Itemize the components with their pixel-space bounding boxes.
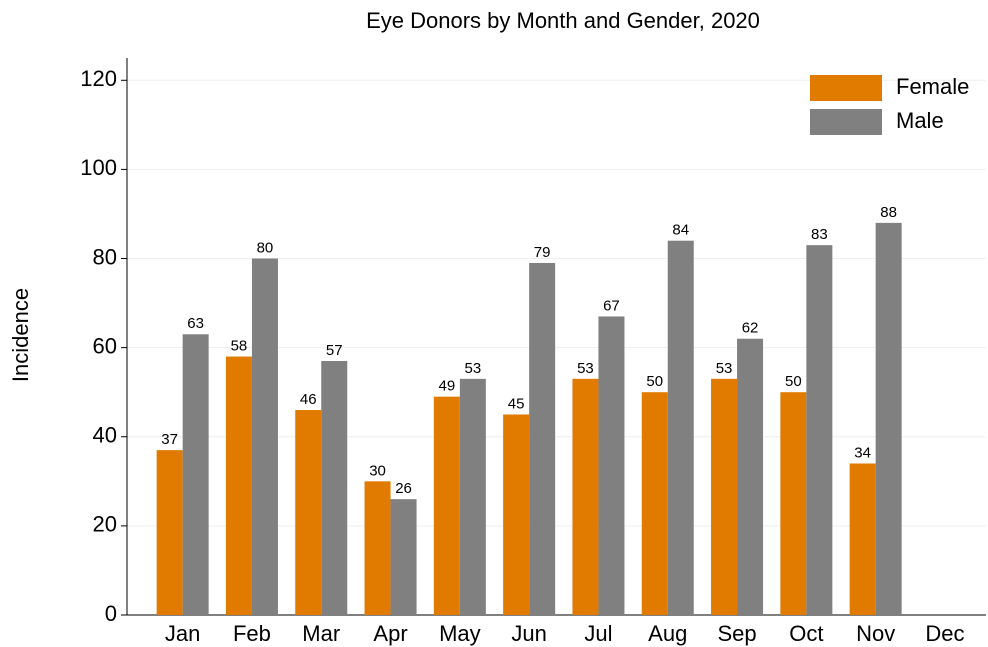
bar xyxy=(572,378,599,615)
bar xyxy=(390,499,417,615)
legend-label: Male xyxy=(896,108,944,133)
bar xyxy=(667,240,694,616)
y-tick-label: 120 xyxy=(80,66,117,91)
bar xyxy=(182,334,209,615)
x-tick-label: Jun xyxy=(511,621,546,646)
bar xyxy=(598,316,625,615)
value-label: 34 xyxy=(854,444,871,461)
bar xyxy=(737,338,764,615)
x-tick-label: Jan xyxy=(165,621,200,646)
y-tick-label: 100 xyxy=(80,155,117,180)
bar xyxy=(503,414,530,615)
bar xyxy=(780,392,807,615)
value-label: 53 xyxy=(716,360,733,377)
x-tick-label: Sep xyxy=(717,621,756,646)
bar xyxy=(225,356,252,615)
value-label: 62 xyxy=(742,320,759,337)
value-label: 57 xyxy=(326,342,343,359)
value-label: 80 xyxy=(257,239,274,256)
x-tick-label: Feb xyxy=(233,621,271,646)
x-tick-label: Aug xyxy=(648,621,687,646)
value-label: 30 xyxy=(369,462,386,479)
y-tick-label: 20 xyxy=(93,512,117,537)
value-label: 53 xyxy=(465,360,482,377)
x-tick-label: Nov xyxy=(856,621,895,646)
bar xyxy=(364,481,391,615)
value-label: 37 xyxy=(161,431,178,448)
value-label: 83 xyxy=(811,226,828,243)
bar xyxy=(156,450,183,615)
value-label: 50 xyxy=(646,373,663,390)
value-label: 67 xyxy=(603,297,620,314)
value-label: 79 xyxy=(534,244,551,261)
x-tick-label: Jul xyxy=(584,621,612,646)
x-tick-label: Apr xyxy=(373,621,407,646)
bar xyxy=(459,378,486,615)
value-label: 88 xyxy=(880,204,897,221)
value-label: 46 xyxy=(300,391,317,408)
bar xyxy=(433,396,460,615)
bar xyxy=(641,392,668,615)
bar xyxy=(251,258,278,615)
legend-label: Female xyxy=(896,74,969,99)
value-label: 58 xyxy=(231,338,248,355)
bar xyxy=(806,245,833,616)
value-label: 45 xyxy=(508,395,525,412)
bar xyxy=(321,361,348,615)
x-tick-label: Dec xyxy=(925,621,964,646)
bar xyxy=(529,262,556,615)
x-tick-label: Oct xyxy=(789,621,823,646)
y-tick-label: 60 xyxy=(93,333,117,358)
legend-swatch xyxy=(810,75,882,101)
x-tick-label: Mar xyxy=(302,621,340,646)
y-axis-label: Incidence xyxy=(8,288,33,382)
bar xyxy=(875,222,902,615)
value-label: 49 xyxy=(439,378,456,395)
bar xyxy=(849,463,876,615)
chart-title: Eye Donors by Month and Gender, 2020 xyxy=(366,8,760,33)
y-tick-label: 40 xyxy=(93,423,117,448)
x-tick-label: May xyxy=(439,621,481,646)
y-tick-label: 0 xyxy=(105,601,117,626)
value-label: 84 xyxy=(672,222,689,239)
value-label: 50 xyxy=(785,373,802,390)
legend-swatch xyxy=(810,109,882,135)
bar xyxy=(295,410,322,615)
bar xyxy=(711,378,738,615)
y-tick-label: 80 xyxy=(93,244,117,269)
value-label: 53 xyxy=(577,360,594,377)
value-label: 26 xyxy=(395,480,412,497)
value-label: 63 xyxy=(187,315,204,332)
